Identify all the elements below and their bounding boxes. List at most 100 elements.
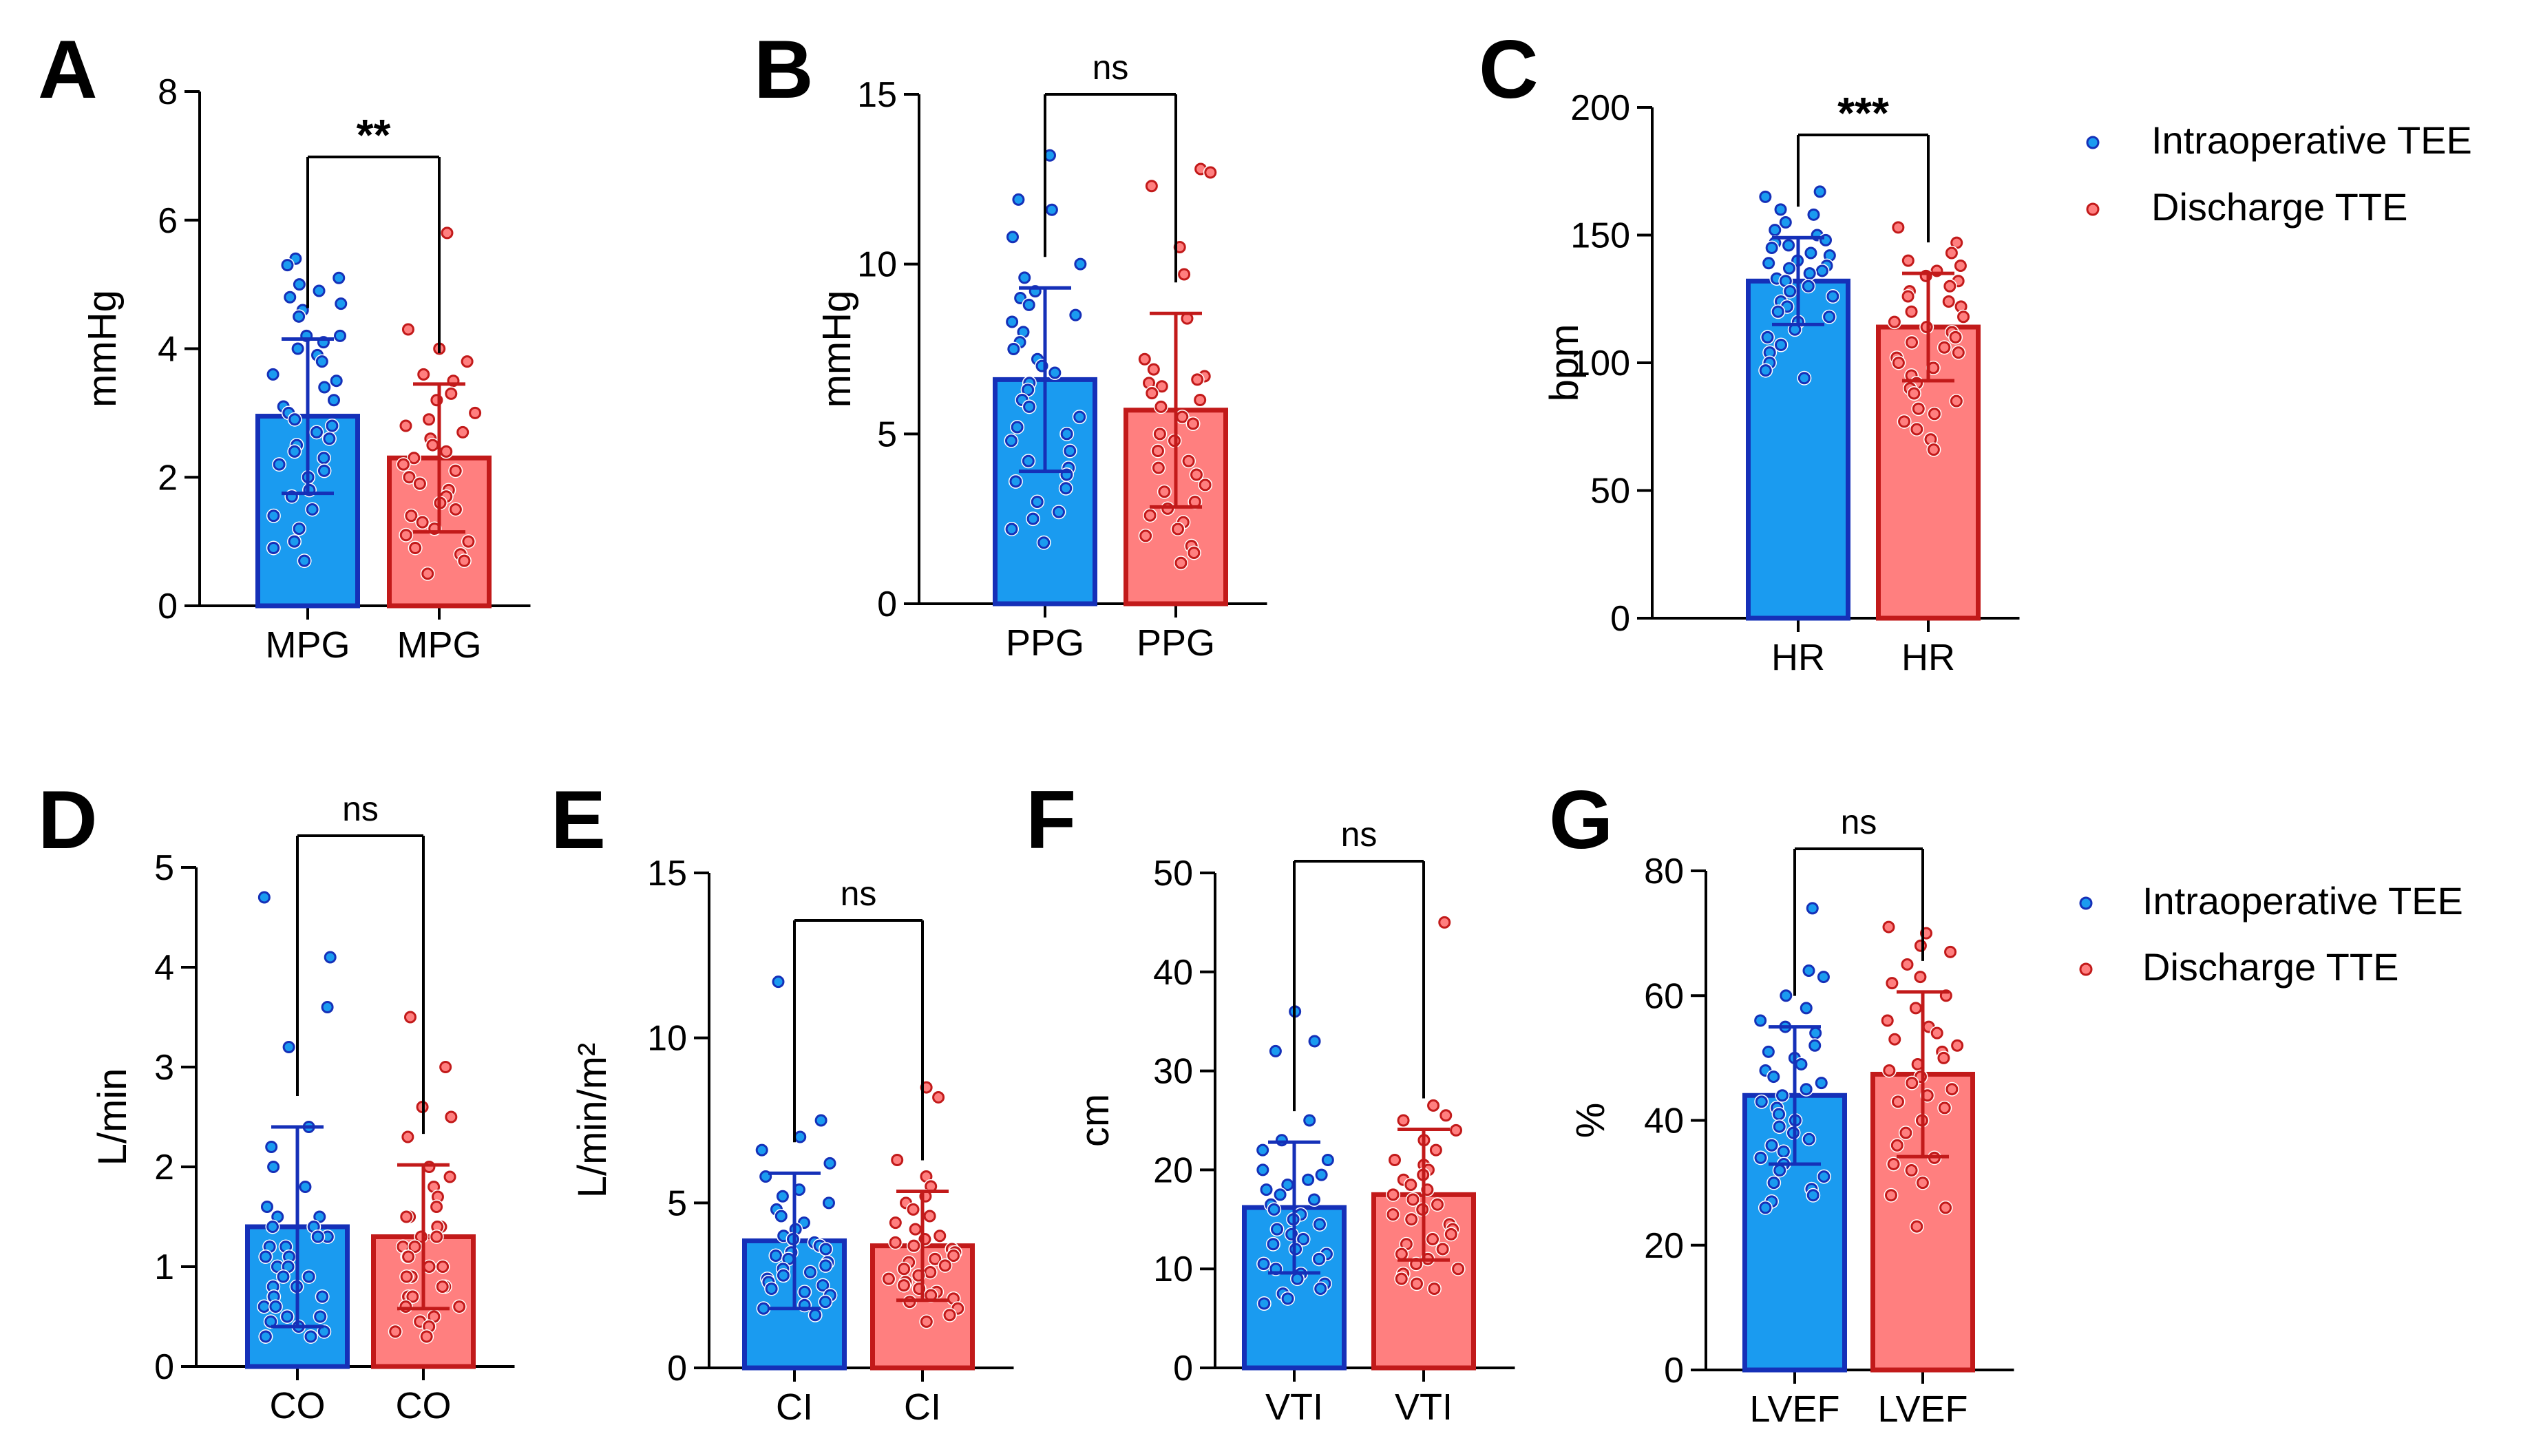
data-point — [755, 1143, 768, 1157]
data-point — [1887, 1157, 1900, 1170]
significance-bracket: ns — [1044, 48, 1177, 283]
data-point — [302, 1270, 315, 1283]
data-point — [1755, 1095, 1768, 1108]
data-point — [1773, 1120, 1786, 1133]
data-point — [1151, 445, 1164, 457]
data-point — [259, 1330, 272, 1343]
legend-marker-tee — [2086, 136, 2100, 149]
data-point — [1427, 1099, 1440, 1112]
data-point — [401, 1130, 414, 1143]
data-point — [436, 1280, 449, 1293]
data-point — [1802, 964, 1815, 977]
y-tick-label: 2 — [154, 1148, 174, 1188]
data-point — [281, 259, 294, 272]
data-point — [882, 1272, 895, 1285]
data-point — [803, 1265, 816, 1278]
data-point — [1194, 394, 1207, 406]
error-bar — [1769, 1025, 1821, 1166]
data-point — [1782, 262, 1795, 275]
y-tick-label: 10 — [647, 1019, 687, 1059]
data-point — [1914, 939, 1927, 952]
y-axis-label: L/min/m² — [570, 1043, 615, 1199]
data-point — [1146, 387, 1159, 400]
y-tick-label: 0 — [1173, 1349, 1193, 1389]
data-point — [259, 1250, 272, 1263]
data-point — [1826, 290, 1839, 303]
data-point — [1045, 203, 1058, 216]
y-tick-label: 0 — [154, 1347, 174, 1387]
y-tick-label: 50 — [1590, 472, 1630, 511]
data-point — [1881, 1014, 1894, 1027]
significance-bracket: ns — [1293, 815, 1425, 1112]
data-point — [288, 445, 301, 458]
data-point — [1031, 496, 1044, 508]
data-point — [445, 1110, 458, 1123]
data-point — [1806, 902, 1819, 915]
y-tick-label: 4 — [158, 330, 178, 370]
data-point — [1943, 279, 1956, 293]
data-point — [1809, 1026, 1822, 1040]
panel-F: Fcm 0 10 20 30 40 50 VTI VTI ns — [1026, 774, 1515, 1428]
data-point — [282, 1041, 295, 1053]
y-tick-label: 5 — [877, 414, 897, 454]
data-point — [929, 1252, 942, 1265]
data-point — [1901, 290, 1915, 303]
y-tick-label: 40 — [1153, 953, 1193, 993]
data-point — [323, 432, 336, 445]
data-point — [798, 1285, 811, 1298]
data-point — [288, 535, 301, 548]
x-tick-label: HR — [1901, 637, 1955, 678]
data-point — [1302, 1173, 1315, 1186]
data-point — [1782, 239, 1795, 252]
error-bar — [1268, 1140, 1320, 1275]
data-point — [1199, 478, 1212, 492]
data-point — [417, 368, 430, 381]
data-point — [819, 1243, 832, 1256]
significance-label: ns — [1093, 48, 1129, 87]
data-point — [1178, 268, 1191, 281]
data-point — [400, 1210, 413, 1223]
data-point — [1888, 315, 1901, 328]
data-point — [1765, 242, 1778, 255]
data-point — [772, 975, 785, 989]
data-point — [461, 355, 474, 368]
data-point — [324, 951, 337, 964]
data-point — [1315, 1168, 1328, 1181]
error-bar — [1902, 271, 1954, 383]
data-point — [310, 425, 323, 439]
data-point — [1026, 512, 1040, 525]
data-point — [1018, 271, 1031, 284]
data-point — [1256, 1163, 1269, 1177]
y-tick-label: 2 — [158, 458, 178, 498]
x-tick-label: CI — [776, 1386, 813, 1428]
data-point — [1815, 1077, 1828, 1090]
data-point — [1930, 1026, 1943, 1040]
data-point — [1906, 1077, 1919, 1090]
data-point — [314, 1310, 327, 1323]
panel-letter: D — [38, 774, 98, 866]
data-point — [947, 1249, 960, 1263]
data-point — [317, 1325, 330, 1338]
data-point — [1800, 1083, 1813, 1096]
y-axis-label: % — [1568, 1103, 1613, 1139]
data-point — [1795, 1057, 1808, 1070]
data-point — [267, 1161, 280, 1173]
y-tick-label: 0 — [158, 587, 178, 626]
data-point — [409, 541, 422, 554]
data-point — [1910, 1220, 1923, 1233]
data-point — [406, 1290, 419, 1303]
data-point — [1153, 428, 1166, 441]
data-point — [1037, 536, 1051, 549]
data-point — [1754, 1151, 1767, 1164]
data-point — [397, 458, 410, 471]
y-tick-label: 5 — [154, 848, 174, 888]
data-point — [443, 1170, 456, 1183]
data-point — [757, 1302, 770, 1315]
y-tick-label: 0 — [1664, 1351, 1684, 1391]
data-point — [423, 1260, 436, 1273]
data-point — [421, 567, 434, 580]
data-point — [1797, 372, 1811, 385]
y-tick-label: 100 — [1570, 344, 1630, 383]
significance-label: ns — [841, 874, 877, 913]
error-bar — [282, 337, 334, 496]
